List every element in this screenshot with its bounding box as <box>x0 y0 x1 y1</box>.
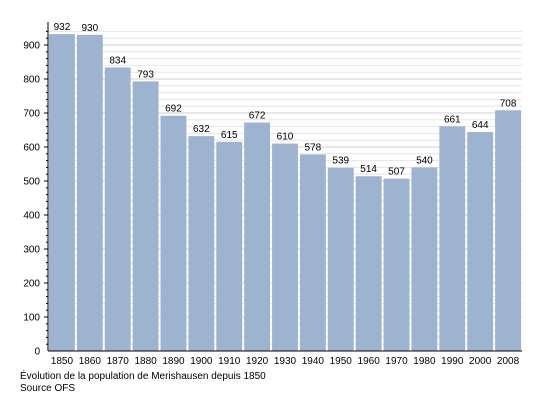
value-label-1990: 661 <box>444 114 461 125</box>
value-label-2008: 708 <box>500 98 517 109</box>
value-label-1930: 610 <box>277 132 294 143</box>
bar-1980 <box>411 167 438 351</box>
x-tick-label-1870: 1870 <box>107 356 130 367</box>
y-tick-labels: 0 100 200 300 400 500 600 700 800 900 <box>23 41 40 358</box>
bar-1920 <box>244 122 271 352</box>
axes <box>44 22 522 352</box>
value-labels: 932 930 834 793 692 632 615 672 610 578 539 514 507 5… <box>54 22 517 178</box>
bar-1890 <box>160 115 187 351</box>
bar-1880 <box>132 81 159 351</box>
value-label-1890: 692 <box>165 104 182 115</box>
y-tick-label-200: 200 <box>23 279 40 290</box>
value-label-1980: 540 <box>416 155 433 166</box>
value-label-2000: 644 <box>472 120 489 131</box>
bar-1970 <box>383 178 410 351</box>
x-tick-label-1880: 1880 <box>134 356 157 367</box>
y-tick-label-900: 900 <box>23 41 40 52</box>
chart-source: Source OFS <box>20 383 76 394</box>
y-tick-label-700: 700 <box>23 109 40 120</box>
value-label-1860: 930 <box>81 23 98 34</box>
bar-1960 <box>355 176 382 351</box>
value-label-1850: 932 <box>54 22 71 33</box>
value-label-1880: 793 <box>137 69 154 80</box>
bar-2000 <box>467 132 494 351</box>
x-tick-label-1950: 1950 <box>330 356 353 367</box>
y-tick-label-600: 600 <box>23 143 40 154</box>
x-tick-label-1920: 1920 <box>246 356 269 367</box>
value-label-1940: 578 <box>305 142 322 153</box>
x-tick-label-1900: 1900 <box>190 356 213 367</box>
value-label-1960: 514 <box>360 164 377 175</box>
value-label-1970: 507 <box>388 167 405 178</box>
x-tick-label-1860: 1860 <box>79 356 102 367</box>
bar-1930 <box>272 143 298 351</box>
x-tick-label-1930: 1930 <box>274 356 297 367</box>
x-tick-label-2000: 2000 <box>469 356 492 367</box>
y-tick-label-100: 100 <box>23 313 40 324</box>
x-tick-label-1890: 1890 <box>162 356 185 367</box>
bar-1940 <box>299 154 326 351</box>
bar-1910 <box>216 141 243 351</box>
y-tick-label-500: 500 <box>23 177 40 188</box>
chart-caption: Évolution de la population de Merishause… <box>20 371 266 382</box>
bar-1860 <box>76 34 103 352</box>
x-tick-label-1940: 1940 <box>302 356 325 367</box>
bars <box>49 34 521 352</box>
bar-1990 <box>439 126 466 351</box>
bar-1870 <box>104 67 131 351</box>
bar-2008 <box>495 110 521 351</box>
y-tick-label-0: 0 <box>34 347 40 358</box>
y-tick-label-800: 800 <box>23 75 40 86</box>
x-tick-label-1850: 1850 <box>51 356 74 367</box>
value-label-1910: 615 <box>221 130 238 141</box>
y-tick-label-400: 400 <box>23 211 40 222</box>
value-label-1900: 632 <box>193 124 210 135</box>
bar-1850 <box>49 34 75 352</box>
x-tick-label-1980: 1980 <box>413 356 436 367</box>
x-tick-label-2008: 2008 <box>497 356 520 367</box>
x-tick-labels: 1850 1860 1870 1880 1890 1900 1910 1920 1930 1940… <box>51 356 520 367</box>
value-label-1950: 539 <box>332 156 349 167</box>
bar-1950 <box>327 167 354 351</box>
value-label-1870: 834 <box>109 55 126 66</box>
value-label-1920: 672 <box>249 111 266 122</box>
x-tick-label-1910: 1910 <box>218 356 241 367</box>
y-tick-label-300: 300 <box>23 245 40 256</box>
bar-1900 <box>188 136 215 351</box>
x-tick-label-1970: 1970 <box>385 356 408 367</box>
x-tick-label-1960: 1960 <box>358 356 381 367</box>
x-tick-label-1990: 1990 <box>441 356 464 367</box>
